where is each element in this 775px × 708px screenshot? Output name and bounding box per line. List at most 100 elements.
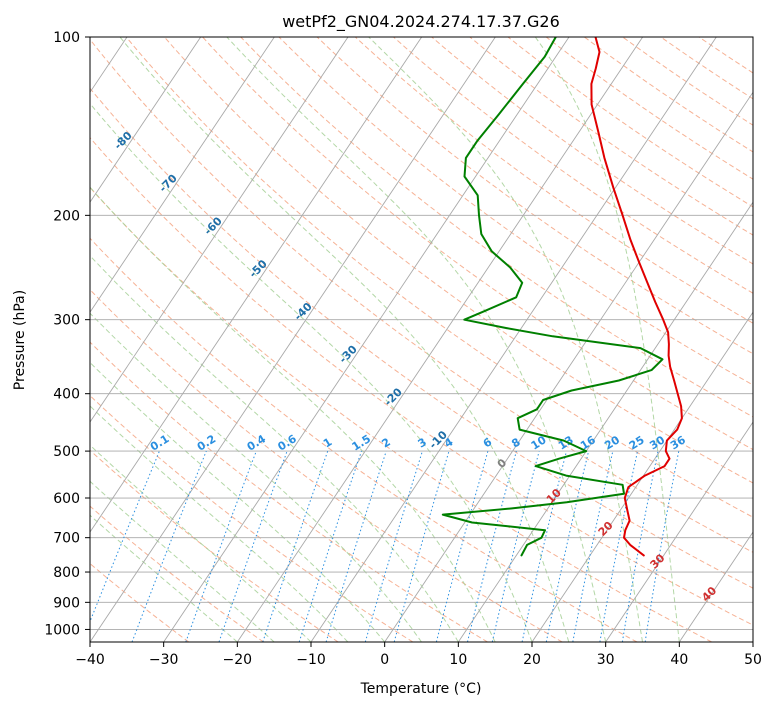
isotherm-line: [605, 421, 753, 642]
moist-adiabat: [90, 255, 459, 642]
temperature-profile: [590, 37, 683, 557]
y-tick-label: 300: [53, 313, 80, 329]
mixing-ratio-line: [621, 451, 659, 642]
isotherm-line: [90, 37, 349, 423]
y-tick-label: 600: [53, 491, 80, 507]
dry-adiabat: [90, 237, 638, 642]
isotherm-line: [163, 37, 570, 642]
dry-adiabat: [507, 37, 753, 208]
x-tick-label: 50: [744, 652, 762, 668]
dry-adiabat: [90, 186, 712, 642]
y-tick-label: 500: [53, 444, 80, 460]
dry-adiabat: [90, 449, 339, 642]
isotherm-line: [531, 311, 753, 642]
isotherm-line: [752, 641, 753, 642]
mixing-ratio-label: 25: [627, 433, 647, 452]
y-tick-label: 1000: [44, 622, 80, 638]
isotherm-label: -70: [157, 171, 180, 194]
dry-adiabat: [90, 394, 414, 642]
mixing-ratio-label: 20: [602, 433, 622, 452]
isotherm-line: [678, 531, 753, 642]
isotherm-label: -50: [247, 257, 270, 280]
isotherm-line: [457, 201, 753, 642]
isotherm-label: -90: [67, 86, 90, 109]
mixing-ratio-label: 0.2: [195, 432, 218, 453]
mixing-ratio-line: [435, 450, 489, 642]
plot-frame: [89, 36, 754, 643]
isotherm-line: [236, 37, 644, 642]
mixing-ratio-label: 8: [509, 435, 522, 450]
dry-adiabat: [202, 37, 753, 451]
isotherm-line: [90, 37, 202, 204]
dry-adiabat: [393, 37, 753, 294]
moist-adiabat: [90, 312, 422, 642]
y-tick-label: 900: [53, 595, 80, 611]
dry-adiabat: [698, 37, 753, 74]
moist-adiabat: [90, 361, 386, 642]
moist-adiabat: [368, 37, 643, 642]
dry-adiabat: [240, 37, 753, 418]
dry-adiabat: [164, 37, 753, 484]
moist-adiabat: [90, 480, 275, 642]
moist-adiabat: [90, 514, 238, 642]
x-tick-label: −40: [75, 652, 105, 668]
isotherm-line: [90, 37, 423, 533]
isotherm-label: -20: [382, 385, 405, 408]
y-tick-label: 400: [53, 387, 80, 403]
dry-adiabat: [90, 288, 563, 642]
dry-adiabat: [660, 37, 753, 100]
moist-adiabat: [534, 37, 680, 642]
y-tick-label: 800: [53, 565, 80, 581]
x-tick-label: −20: [223, 652, 253, 668]
isotherm-label: -60: [202, 214, 225, 237]
moist-adiabat: [90, 405, 349, 642]
isotherm-line: [90, 37, 275, 313]
x-tick-label: −30: [149, 652, 179, 668]
mixing-ratio-label: 2: [379, 435, 392, 450]
dry-adiabat: [90, 562, 190, 642]
mixing-ratio-line: [521, 450, 567, 642]
dry-adiabat: [278, 37, 753, 386]
mixing-ratio-line: [90, 450, 160, 623]
mixing-ratio-line: [262, 450, 329, 642]
x-tick-label: 10: [449, 652, 467, 668]
x-axis-label: Temperature (°C): [360, 681, 482, 697]
mixing-ratio-label: 1: [321, 435, 334, 450]
isotherm-line: [384, 91, 753, 642]
mixing-ratio-label: 0.6: [275, 432, 299, 454]
x-tick-label: 0: [380, 652, 389, 668]
dry-adiabat: [90, 341, 488, 642]
isotherm-label: -100: [19, 41, 48, 70]
plot-area: 0.1 0.2 0.4 0.6 1 1.5 2 3 4 6 8 10 13 16 20 25 30 36-100-…: [19, 37, 753, 642]
mixing-ratio-line: [298, 450, 362, 642]
mixing-ratio-line: [599, 451, 638, 642]
mixing-ratio-label: 0.4: [245, 432, 269, 454]
x-tick-label: 30: [597, 652, 615, 668]
dewpoint-profile: [441, 37, 664, 557]
dry-adiabat: [316, 37, 753, 355]
y-axis-label: Pressure (hPa): [12, 290, 28, 390]
dry-adiabat: [90, 38, 753, 553]
mixing-ratio-line: [218, 450, 288, 642]
dry-adiabat: [469, 37, 753, 236]
mixing-ratio-line: [467, 450, 517, 642]
y-tick-label: 700: [53, 531, 80, 547]
moist-adiabat: [90, 444, 312, 642]
x-tick-label: 40: [670, 652, 688, 668]
moist-adiabat: [226, 37, 607, 642]
mixing-ratio-line: [644, 451, 680, 642]
moist-adiabat: [119, 37, 570, 642]
chart-title: wetPf2_GN04.2024.274.17.37.G26: [282, 12, 560, 32]
mixing-ratio-line: [185, 450, 257, 642]
dry-adiabat: [431, 37, 753, 265]
moist-adiabat: [90, 102, 533, 642]
isotherm-label: -30: [337, 343, 360, 366]
mixing-ratio-label: 30: [647, 433, 667, 452]
mixing-ratio-line: [572, 450, 614, 642]
mixing-ratio-label: 1.5: [350, 432, 373, 453]
x-tick-label: −10: [296, 652, 326, 668]
mixing-ratio-line: [393, 450, 450, 642]
dry-adiabat: [584, 37, 753, 153]
mixing-ratio-line: [491, 450, 540, 642]
